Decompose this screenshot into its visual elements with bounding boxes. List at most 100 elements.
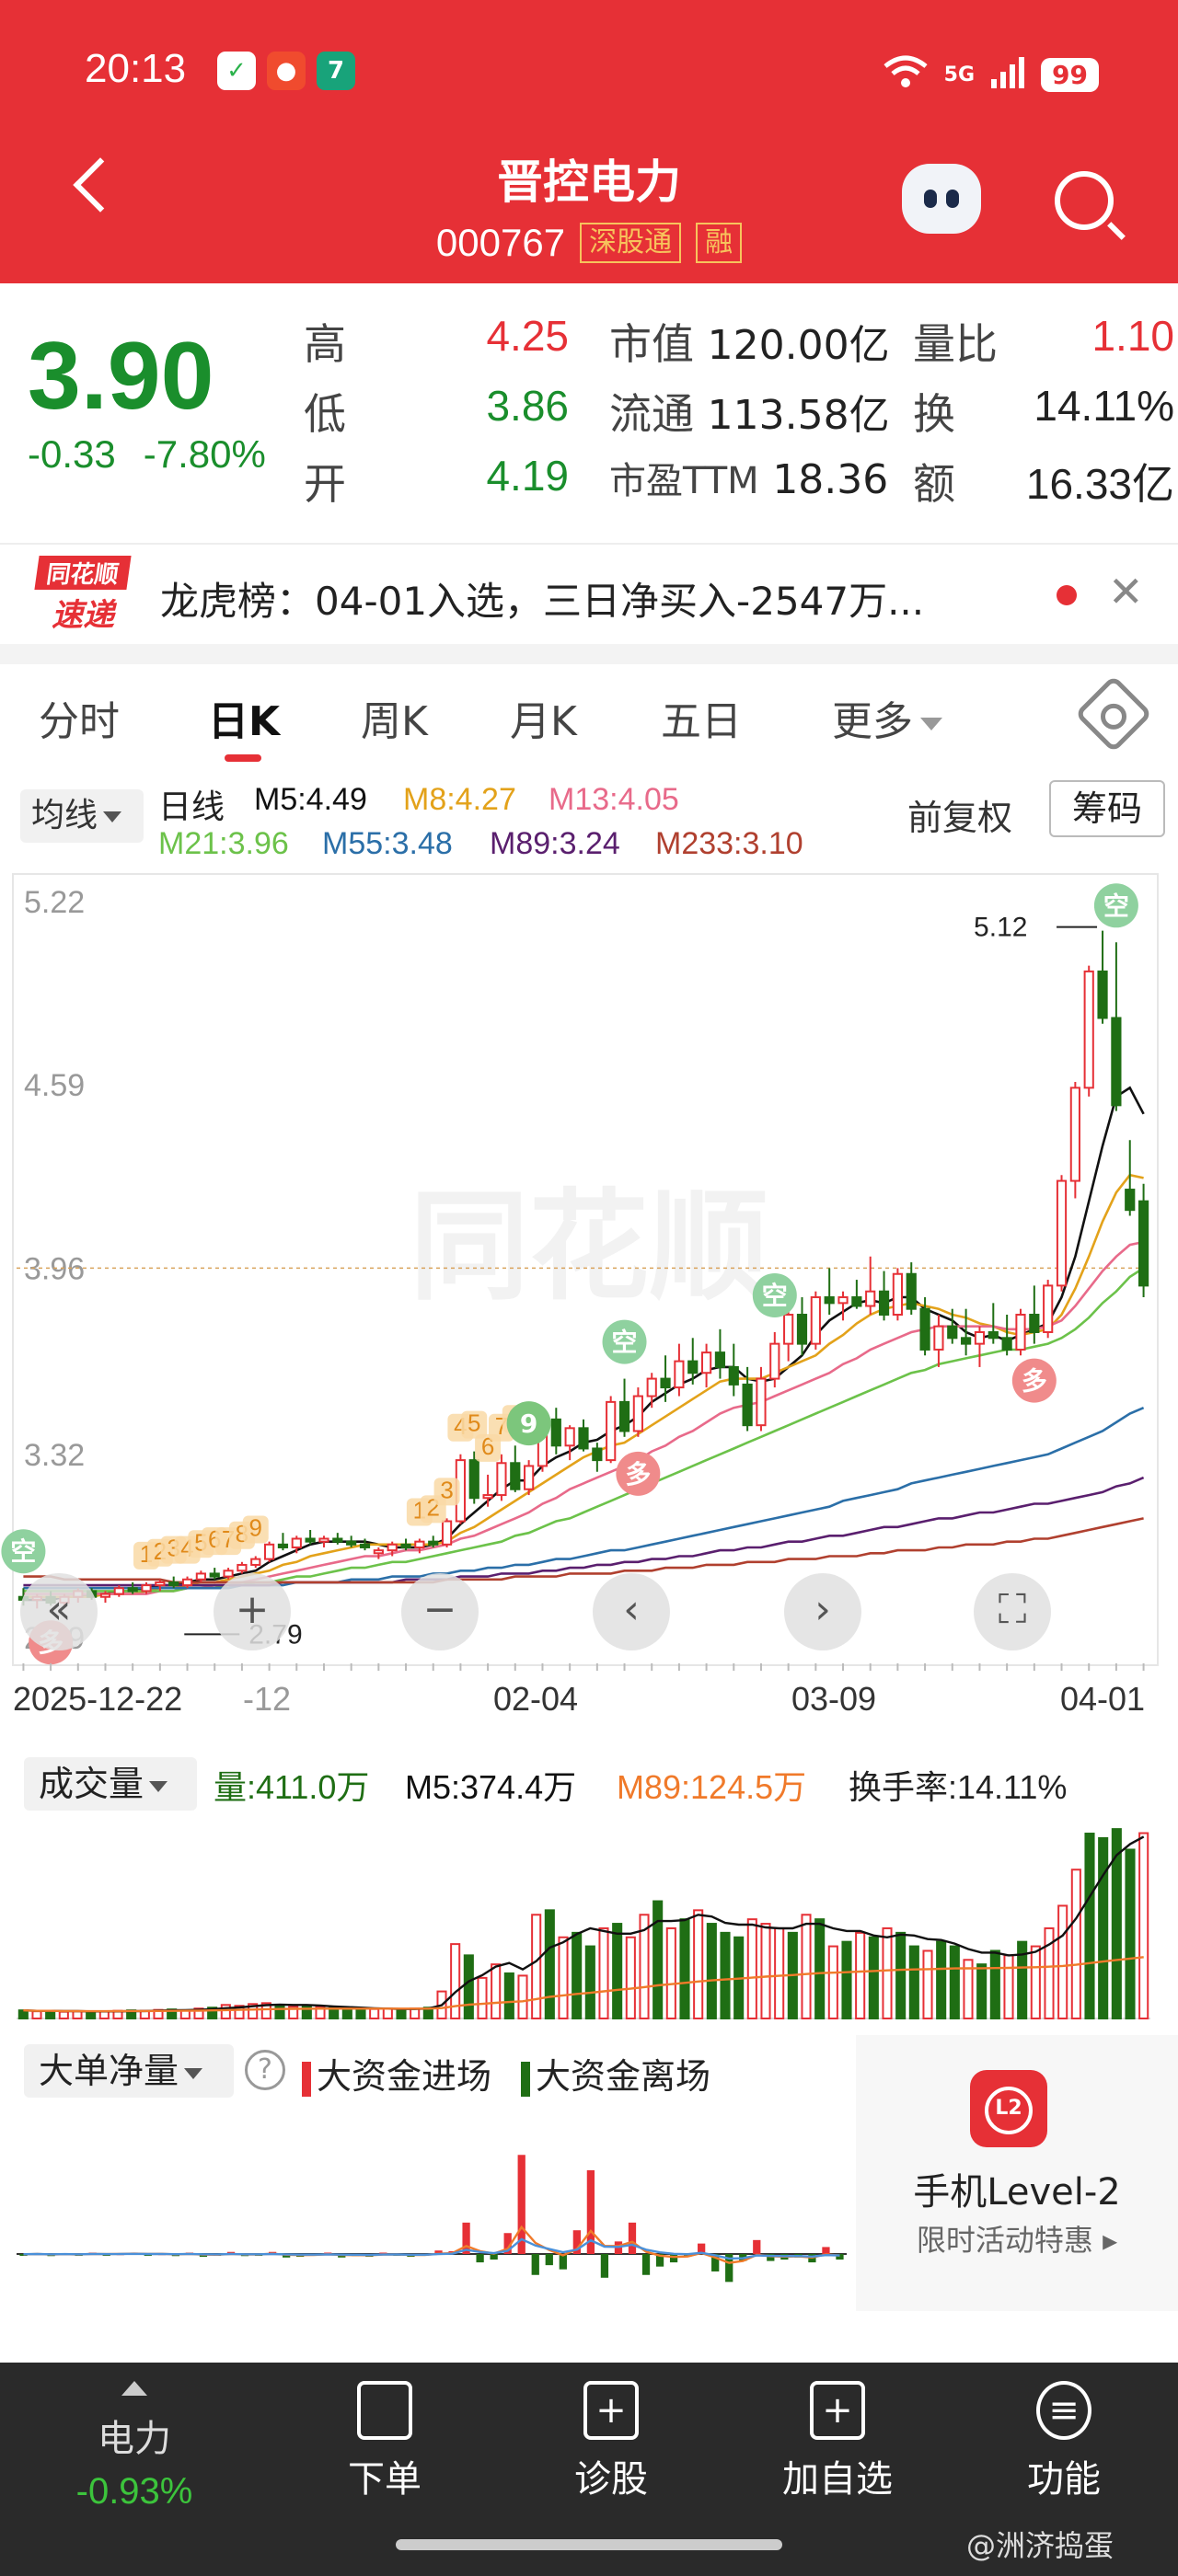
level2-promo-card[interactable]: 手机Level-2 限时活动特惠 ▸ [856,2035,1178,2311]
volume-select-label: 成交量 [39,1764,144,1804]
volume-bar [989,1949,1000,2019]
search-icon[interactable] [1055,171,1114,230]
tab-weekly-k[interactable]: 周K [361,698,428,745]
candle-body [524,1465,535,1490]
amount-label: 额 [913,459,955,509]
robot-icon[interactable] [902,164,981,234]
candle-body [947,1325,958,1340]
indicator-select[interactable]: 均线 [20,789,144,843]
chips-button[interactable]: 筹码 [1049,780,1165,837]
tab-more[interactable]: 更多 [832,688,942,747]
candle-body [961,1337,972,1345]
tab-daily-k[interactable]: 日K [208,698,281,745]
logo-top-text: 同花顺 [34,556,132,590]
sector-quote[interactable]: 电力 -0.93% [52,2372,217,2513]
volume-bar [1125,1848,1136,2020]
ma-line-m89 [23,1476,1145,1587]
flow-bar [725,2254,733,2283]
battery-indicator: 99 [1041,58,1099,92]
zoom-in-button[interactable]: + [214,1573,291,1650]
nav-order[interactable]: 下单 [302,2381,468,2502]
candle-body [250,1558,261,1566]
volume-bar [274,2004,285,2019]
status-right: 5G 99 [882,53,1099,97]
signal-marker [752,1272,797,1317]
float-label: 流通 [609,389,694,439]
volume-bar [882,1926,893,2019]
candle-body [1125,1189,1136,1212]
flow-bar [462,2222,470,2254]
status-icons: ✓ ● 7 [217,52,355,90]
nav-order-label: 下单 [348,2458,422,2501]
wifi-icon [882,53,930,97]
count-label: 5 [468,1409,480,1437]
volume-bar [1084,1833,1095,2019]
high-row: 高 [304,311,346,372]
candle-body [318,1537,329,1543]
y-tick-label: 5.22 [24,885,85,920]
candlestick-chart[interactable]: 同花顺5.224.593.963.322.6912345678912345678… [0,865,1178,1674]
candle-body [155,1581,166,1587]
zoom-out-button[interactable]: − [401,1573,479,1650]
shield-icon: ✓ [217,52,256,90]
fullscreen-button[interactable]: ⛶ [974,1573,1051,1650]
scroll-right-button[interactable]: › [784,1573,861,1650]
outflow-legend: 大资金离场 [521,2048,710,2099]
margin-tag[interactable]: 融 [696,223,743,263]
date-tick: 04-01 [1060,1680,1146,1718]
volume-bar [544,1909,555,2019]
flow-bar [600,2254,609,2278]
float-row: 流通 113.58亿 [609,381,890,442]
volume-bar [1057,1904,1068,2019]
ma-line-m55 [23,1407,1145,1590]
ma233-value: M233:3.10 [655,826,803,861]
close-icon[interactable]: ✕ [1108,567,1144,616]
volume-bar [908,1945,919,2020]
candle-body [441,1520,453,1546]
volume-chart[interactable] [0,1822,1178,2024]
volume-bar [382,2007,393,2019]
candle-body [606,1400,617,1462]
connect-tag[interactable]: 深股通 [580,223,682,263]
nav-diagnose-label: 诊股 [574,2458,648,2501]
help-icon[interactable]: ? [245,2050,285,2090]
chevron-down-icon [184,2067,203,2079]
active-tab-indicator [225,754,261,762]
candle-body [305,1537,316,1543]
price-adjust-toggle[interactable]: 前复权 [907,798,1013,838]
flow-bar [822,2247,830,2254]
scroll-left-button[interactable]: ‹ [593,1573,670,1650]
nav-add-watchlist[interactable]: + 加自选 [755,2381,920,2502]
flow-bar [490,2254,498,2260]
level2-title: 手机Level-2 [913,2171,1121,2214]
rewind-button[interactable]: « [20,1573,98,1650]
candle-body [291,1537,302,1548]
tab-five-day[interactable]: 五日 [661,698,742,745]
volume-bar [463,1954,474,2019]
candle-body [1111,1017,1122,1107]
chevron-down-icon [103,811,122,822]
dragon-tiger-banner[interactable]: 同花顺 速递 龙虎榜：04-01入选，三日净买入-2547万... ✕ [0,543,1178,644]
volume-bar [503,1972,514,2019]
candle-body [359,1543,371,1548]
candle-body [209,1572,220,1578]
nav-functions[interactable]: ≡ 功能 [981,2381,1147,2502]
volume-m89-line [23,1956,1144,2013]
ma21-value: M21:3.96 [158,826,289,861]
net-flow-chart[interactable] [0,2107,856,2318]
high-label: 高 [304,319,346,369]
candle-body [1083,970,1094,1089]
volume-indicator-select[interactable]: 成交量 [24,1757,197,1811]
candle-body [195,1572,206,1581]
add-watchlist-icon: + [810,2381,865,2440]
count-badge [433,1478,460,1506]
tab-monthly-k[interactable]: 月K [510,698,577,745]
tab-intraday[interactable]: 分时 [39,698,120,745]
logo-bottom-text: 速递 [52,597,114,634]
high-value: 4.25 [486,312,569,360]
flow-bar [434,2250,443,2254]
nav-diagnose[interactable]: + 诊股 [528,2381,694,2502]
volume-bar [827,1945,838,2020]
volume-bar [868,1936,879,2019]
net-flow-select[interactable]: 大单净量 [24,2044,234,2098]
